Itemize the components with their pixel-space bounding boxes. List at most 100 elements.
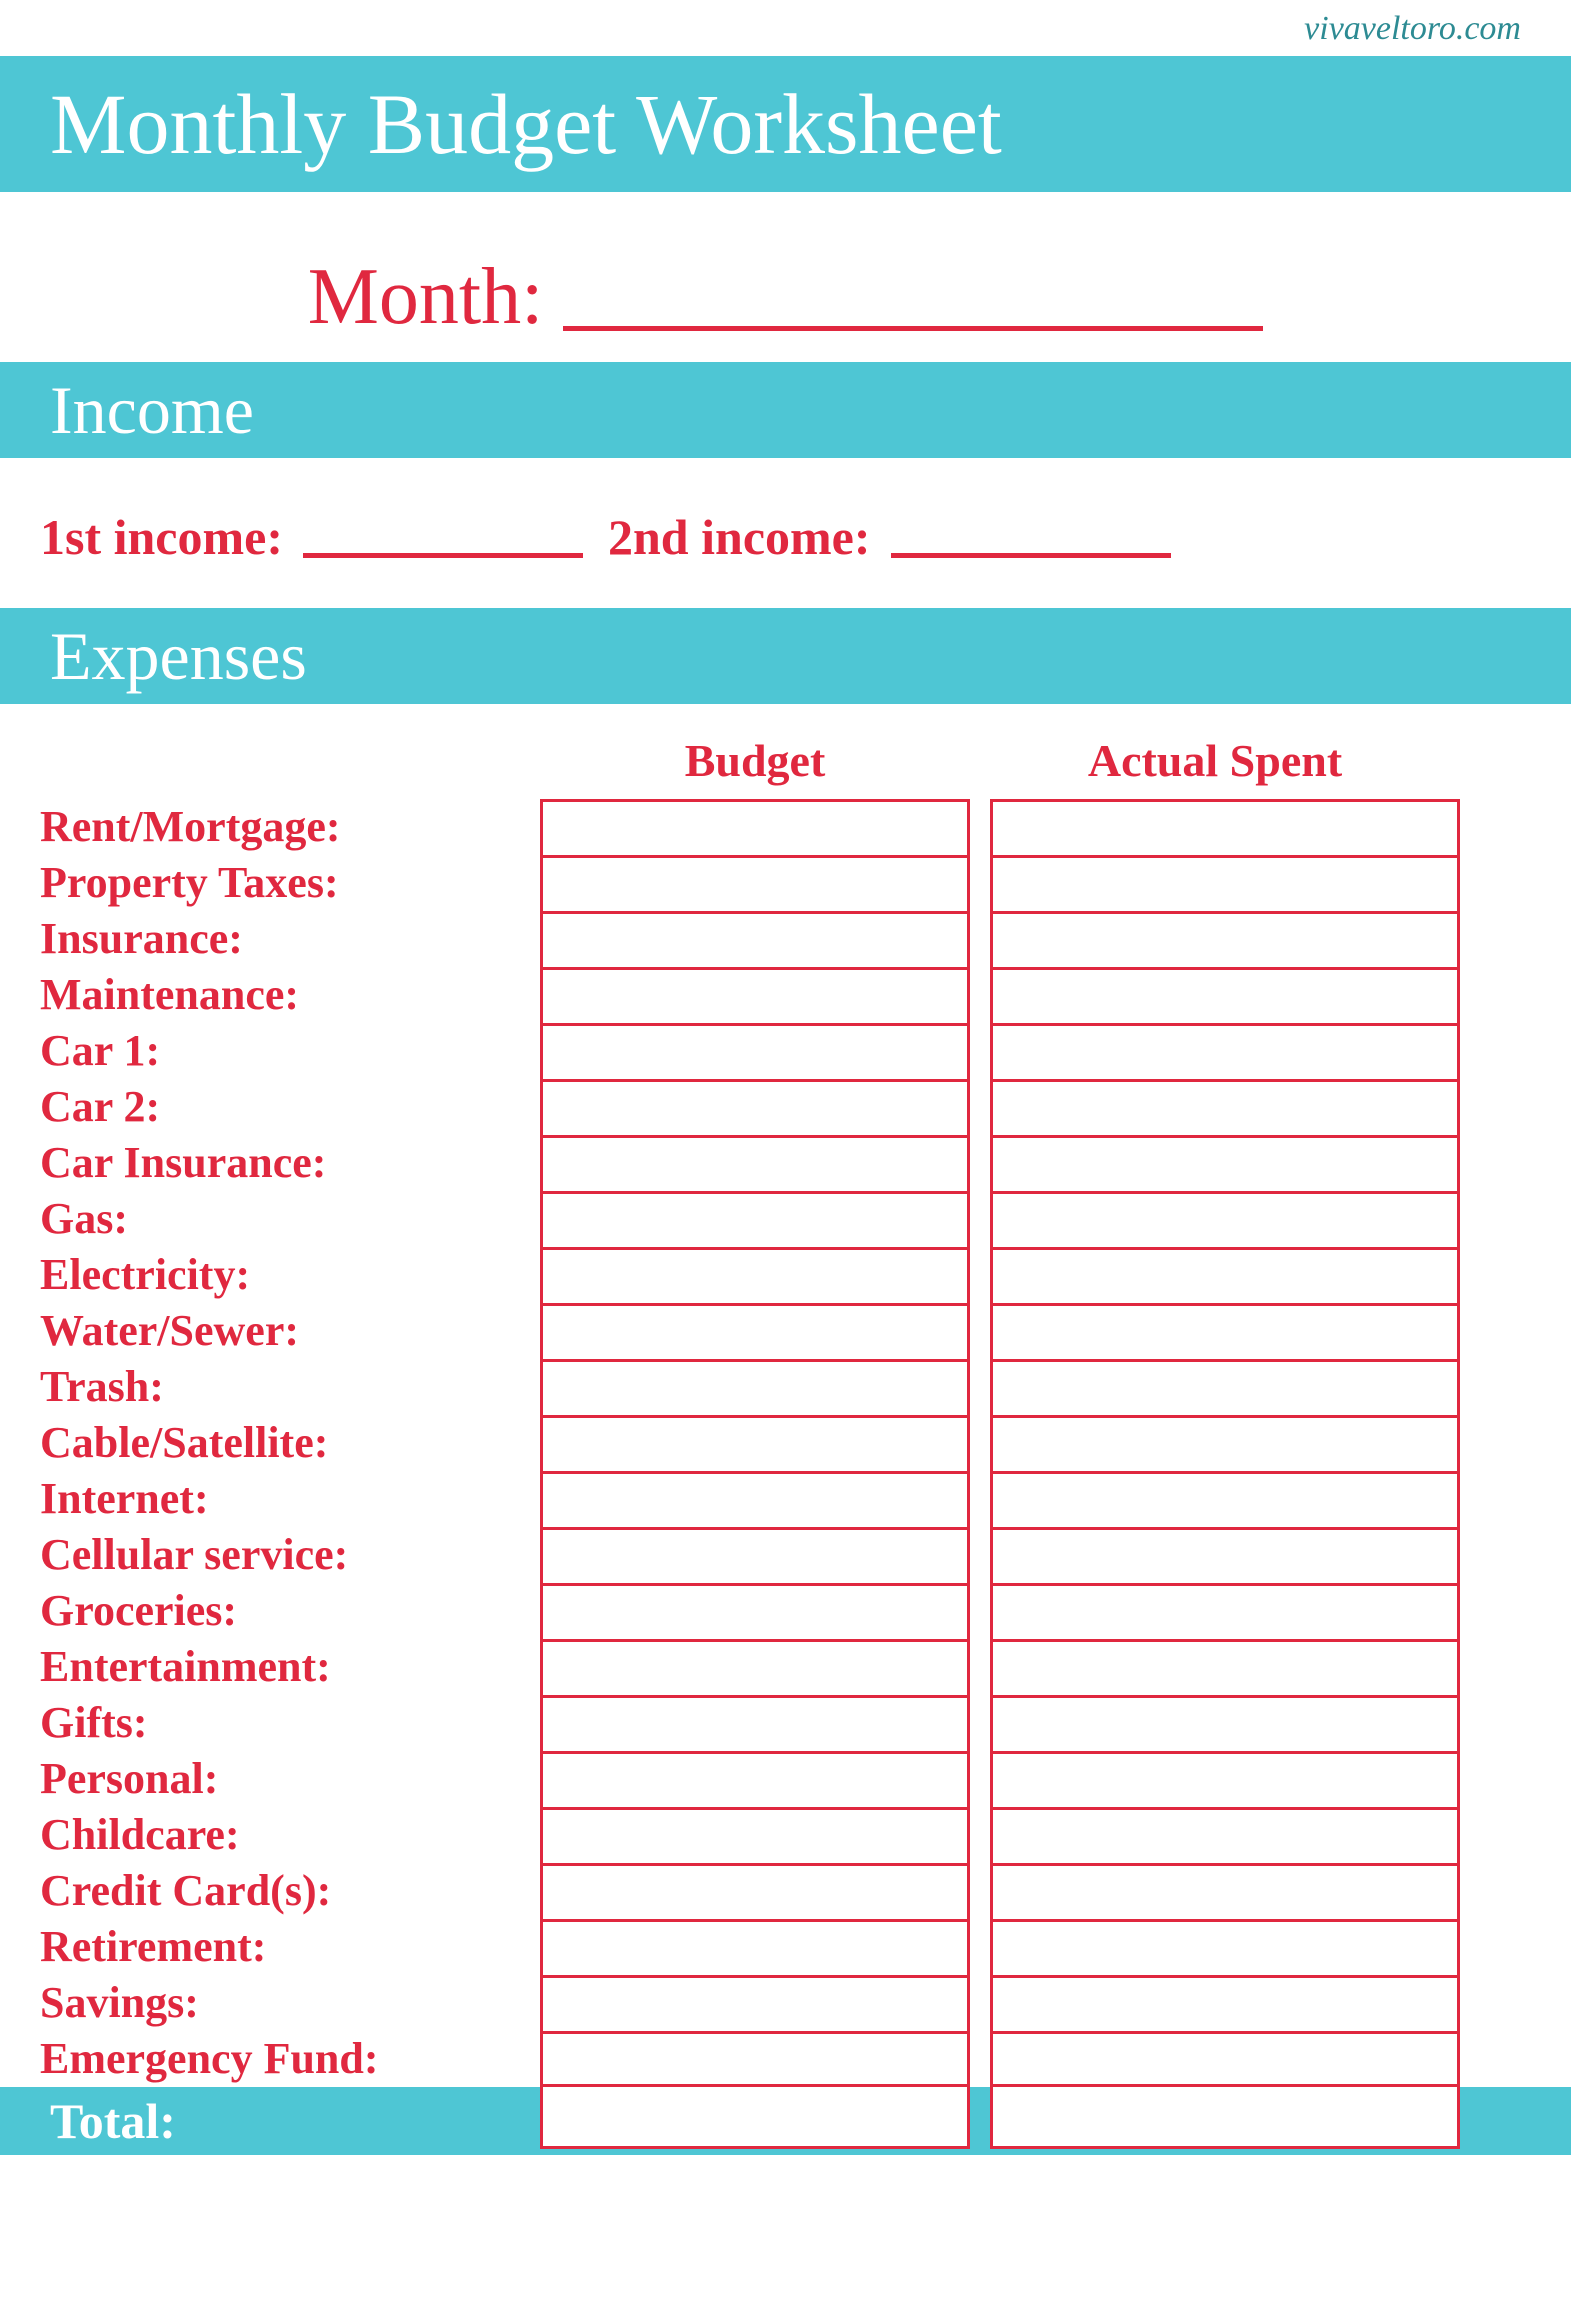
budget-cell[interactable] [540, 1079, 970, 1135]
expense-label: Car 2: [40, 1079, 540, 1135]
expense-label: Water/Sewer: [40, 1303, 540, 1359]
budget-cell[interactable] [540, 1247, 970, 1303]
expense-row: Car 2: [40, 1079, 1571, 1135]
expenses-banner: Expenses [0, 608, 1571, 704]
budget-cell[interactable] [540, 967, 970, 1023]
actual-cell[interactable] [990, 1583, 1460, 1639]
actual-cell[interactable] [990, 1975, 1460, 2031]
expense-row: Groceries: [40, 1583, 1571, 1639]
expense-row: Electricity: [40, 1247, 1571, 1303]
budget-cell[interactable] [540, 1415, 970, 1471]
budget-cell[interactable] [540, 2031, 970, 2087]
month-input-line[interactable] [563, 326, 1263, 331]
expense-label: Internet: [40, 1471, 540, 1527]
expense-label: Trash: [40, 1359, 540, 1415]
cell-gap [970, 1247, 990, 1303]
actual-cell[interactable] [990, 1135, 1460, 1191]
total-actual-cell[interactable] [990, 2087, 1460, 2149]
expense-row: Emergency Fund: [40, 2031, 1571, 2087]
budget-cell[interactable] [540, 1751, 970, 1807]
expense-row: Property Taxes: [40, 855, 1571, 911]
cell-gap [970, 1191, 990, 1247]
expense-label: Electricity: [40, 1247, 540, 1303]
actual-cell[interactable] [990, 1471, 1460, 1527]
budget-cell[interactable] [540, 1359, 970, 1415]
actual-cell[interactable] [990, 1527, 1460, 1583]
budget-cell[interactable] [540, 1527, 970, 1583]
budget-cell[interactable] [540, 911, 970, 967]
cell-gap [970, 1527, 990, 1583]
actual-cell[interactable] [990, 1919, 1460, 1975]
month-row: Month: [0, 192, 1571, 362]
actual-cell[interactable] [990, 1751, 1460, 1807]
budget-cell[interactable] [540, 799, 970, 855]
expense-row: Trash: [40, 1359, 1571, 1415]
cell-gap [970, 1303, 990, 1359]
actual-cell[interactable] [990, 855, 1460, 911]
page-title: Monthly Budget Worksheet [50, 74, 1002, 174]
actual-cell[interactable] [990, 1023, 1460, 1079]
expense-columns-header: Budget Actual Spent [0, 704, 1571, 799]
actual-cell[interactable] [990, 1695, 1460, 1751]
budget-cell[interactable] [540, 1023, 970, 1079]
source-url: vivaveltoro.com [0, 0, 1571, 56]
actual-cell[interactable] [990, 1303, 1460, 1359]
expense-label: Car Insurance: [40, 1135, 540, 1191]
actual-cell[interactable] [990, 1807, 1460, 1863]
actual-cell[interactable] [990, 1191, 1460, 1247]
budget-cell[interactable] [540, 1303, 970, 1359]
expense-label: Childcare: [40, 1807, 540, 1863]
expense-label: Car 1: [40, 1023, 540, 1079]
cell-gap [970, 1751, 990, 1807]
expense-row: Gifts: [40, 1695, 1571, 1751]
expense-row: Maintenance: [40, 967, 1571, 1023]
budget-cell[interactable] [540, 1919, 970, 1975]
expense-label: Maintenance: [40, 967, 540, 1023]
actual-cell[interactable] [990, 967, 1460, 1023]
budget-cell[interactable] [540, 1191, 970, 1247]
budget-cell[interactable] [540, 1583, 970, 1639]
actual-cell[interactable] [990, 1247, 1460, 1303]
budget-cell[interactable] [540, 1807, 970, 1863]
cell-gap [970, 1583, 990, 1639]
actual-cell[interactable] [990, 911, 1460, 967]
month-label: Month: [308, 252, 544, 343]
income-banner: Income [0, 362, 1571, 458]
actual-cell[interactable] [990, 799, 1460, 855]
expense-row: Gas: [40, 1191, 1571, 1247]
budget-cell[interactable] [540, 1695, 970, 1751]
cell-gap [970, 2087, 990, 2155]
budget-cell[interactable] [540, 1471, 970, 1527]
second-income-input-line[interactable] [891, 553, 1171, 558]
total-label: Total: [50, 2092, 176, 2150]
expense-label: Personal: [40, 1751, 540, 1807]
budget-cell[interactable] [540, 1135, 970, 1191]
cell-gap [970, 1919, 990, 1975]
expense-label: Cellular service: [40, 1527, 540, 1583]
page-title-banner: Monthly Budget Worksheet [0, 56, 1571, 192]
cell-gap [970, 1359, 990, 1415]
actual-cell[interactable] [990, 1415, 1460, 1471]
cell-gap [970, 855, 990, 911]
cell-gap [970, 1639, 990, 1695]
expense-label: Entertainment: [40, 1639, 540, 1695]
actual-cell[interactable] [990, 1079, 1460, 1135]
expense-row: Car Insurance: [40, 1135, 1571, 1191]
expense-label: Retirement: [40, 1919, 540, 1975]
cell-gap [970, 1023, 990, 1079]
worksheet-page: vivaveltoro.com Monthly Budget Worksheet… [0, 0, 1571, 2155]
actual-cell[interactable] [990, 1359, 1460, 1415]
budget-cell[interactable] [540, 1975, 970, 2031]
expense-label: Cable/Satellite: [40, 1415, 540, 1471]
actual-cell[interactable] [990, 2031, 1460, 2087]
total-budget-cell[interactable] [540, 2087, 970, 2149]
cell-gap [970, 1135, 990, 1191]
budget-cell[interactable] [540, 1639, 970, 1695]
expense-label: Groceries: [40, 1583, 540, 1639]
actual-cell[interactable] [990, 1863, 1460, 1919]
budget-cell[interactable] [540, 855, 970, 911]
first-income-input-line[interactable] [303, 553, 583, 558]
cell-gap [970, 1471, 990, 1527]
actual-cell[interactable] [990, 1639, 1460, 1695]
budget-cell[interactable] [540, 1863, 970, 1919]
